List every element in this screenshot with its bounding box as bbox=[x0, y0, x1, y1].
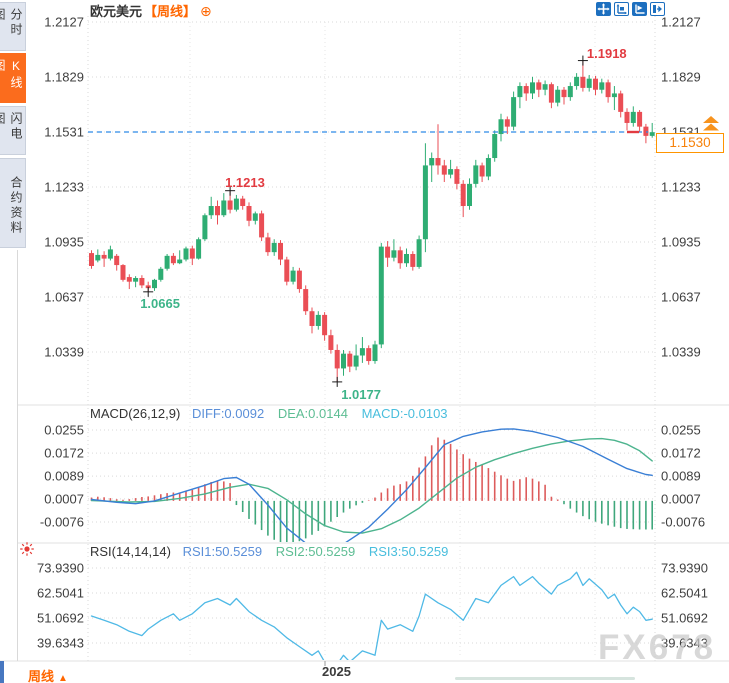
macd-axis-label-left: 0.0089 bbox=[44, 468, 84, 484]
bottom-left-accent-bar bbox=[0, 661, 4, 683]
rsi-line bbox=[90, 571, 653, 660]
macd-header: MACD(26,12,9) DIFF:0.0092 DEA:0.0144 MAC… bbox=[90, 406, 448, 421]
rsi3-value: RSI3:50.5259 bbox=[368, 544, 449, 559]
chart-toolbar bbox=[596, 2, 665, 16]
axis-scale-icon[interactable] bbox=[632, 2, 647, 16]
price-axis-label-left: 1.1829 bbox=[44, 69, 84, 85]
price-axis-label-left: 1.2127 bbox=[44, 14, 84, 30]
macd-diff-value: DIFF:0.0092 bbox=[191, 406, 265, 421]
period-tag: 【周线】 bbox=[144, 4, 197, 19]
macd-axis-label-right: 0.0172 bbox=[661, 445, 701, 461]
move-tool-icon[interactable] bbox=[596, 2, 611, 16]
price-axis-label-right: 1.0637 bbox=[661, 289, 701, 305]
x-axis-year-label: 2025 bbox=[322, 664, 351, 679]
macd-histogram bbox=[90, 437, 654, 542]
price-axis-label-right: 1.2127 bbox=[661, 14, 701, 30]
rsi-axis-label-left: 73.9390 bbox=[37, 560, 84, 576]
gridlines bbox=[0, 16, 729, 666]
sidebar-tab-contract-info[interactable]: 合约资料 bbox=[0, 158, 26, 248]
rsi1-value: RSI1:50.5259 bbox=[182, 544, 263, 559]
indicator-settings-sun-icon[interactable] bbox=[19, 541, 35, 557]
diff-line bbox=[90, 428, 653, 542]
price-axis-label-left: 1.0637 bbox=[44, 289, 84, 305]
fx678-watermark: FX678 bbox=[598, 628, 717, 667]
price-axis-label-right: 1.0935 bbox=[661, 234, 701, 250]
price-extreme-label: 1.0665 bbox=[140, 295, 180, 311]
pan-right-icon[interactable] bbox=[650, 2, 665, 16]
price-extreme-label: 1.1213 bbox=[225, 174, 265, 190]
price-axis-label-left: 1.0935 bbox=[44, 234, 84, 250]
axis-fit-icon[interactable] bbox=[614, 2, 629, 16]
sidebar-tab-time-chart[interactable]: 分时图 bbox=[0, 2, 26, 51]
price-axis-label-left: 1.1233 bbox=[44, 179, 84, 195]
rsi2-value: RSI2:50.5259 bbox=[275, 544, 356, 559]
rsi-name[interactable]: RSI(14,14,14) bbox=[90, 544, 171, 559]
macd-dea-value: DEA:0.0144 bbox=[277, 406, 348, 421]
extreme-cross-marker bbox=[332, 376, 343, 387]
price-extreme-label: 1.1918 bbox=[586, 45, 627, 61]
period-selector-button[interactable]: 周线 ▲ bbox=[28, 666, 68, 683]
extreme-cross-marker bbox=[143, 286, 154, 297]
rsi-axis-label-left: 62.5041 bbox=[37, 585, 84, 601]
macd-axis-label-right: 0.0089 bbox=[661, 468, 701, 484]
rsi-axis-label-right: 51.0692 bbox=[661, 610, 708, 626]
macd-axis-label-right: 0.0255 bbox=[661, 422, 701, 438]
current-price-badge: 1.1530 bbox=[656, 133, 724, 153]
rsi-axis-label-right: 39.6343 bbox=[661, 635, 708, 651]
period-selector-label: 周线 bbox=[28, 669, 55, 683]
macd-hist-value: MACD:-0.0103 bbox=[361, 406, 448, 421]
candlesticks bbox=[89, 60, 655, 382]
chart-title: 欧元美元 【周线】 ⊕ bbox=[90, 1, 212, 19]
rsi-axis-label-right: 62.5041 bbox=[661, 585, 708, 601]
symbol-name: 欧元美元 bbox=[90, 4, 143, 19]
price-axis-label-right: 1.1829 bbox=[661, 69, 701, 85]
dea-line bbox=[90, 437, 653, 534]
price-axis-label-left: 1.1531 bbox=[44, 124, 84, 140]
sidebar-tab-kline-chart[interactable]: K线图 bbox=[0, 53, 26, 103]
price-extreme-label: 1.0177 bbox=[341, 386, 381, 402]
rsi-axis-label-left: 51.0692 bbox=[37, 610, 84, 626]
extreme-cross-marker bbox=[225, 185, 236, 196]
macd-axis-label-left: 0.0007 bbox=[44, 491, 84, 507]
rsi-header: RSI(14,14,14) RSI1:50.5259 RSI2:50.5259 … bbox=[90, 544, 448, 559]
horizontal-scrollbar[interactable] bbox=[455, 677, 635, 680]
rsi-axis-label-left: 39.6343 bbox=[37, 635, 84, 651]
macd-axis-label-left: 0.0255 bbox=[44, 422, 84, 438]
price-axis-label-right: 1.1233 bbox=[661, 179, 701, 195]
price-axis-label-right: 1.0339 bbox=[661, 344, 701, 360]
macd-axis-label-right: 0.0007 bbox=[661, 491, 701, 507]
macd-axis-label-left: 0.0172 bbox=[44, 445, 84, 461]
period-arrow-icon: ▲ bbox=[58, 673, 68, 683]
macd-axis-label-left: -0.0076 bbox=[39, 514, 84, 530]
sidebar-tab-lightning-chart[interactable]: 闪电图 bbox=[0, 106, 26, 155]
macd-axis-label-right: -0.0076 bbox=[661, 514, 706, 530]
price-axis-label-left: 1.0339 bbox=[44, 344, 84, 360]
chart-settings-icon[interactable]: ⊕ bbox=[200, 3, 212, 19]
price-up-chevrons bbox=[703, 116, 719, 131]
rsi-axis-label-right: 73.9390 bbox=[661, 560, 708, 576]
extreme-cross-marker bbox=[577, 55, 588, 66]
macd-name[interactable]: MACD(26,12,9) bbox=[90, 406, 181, 421]
